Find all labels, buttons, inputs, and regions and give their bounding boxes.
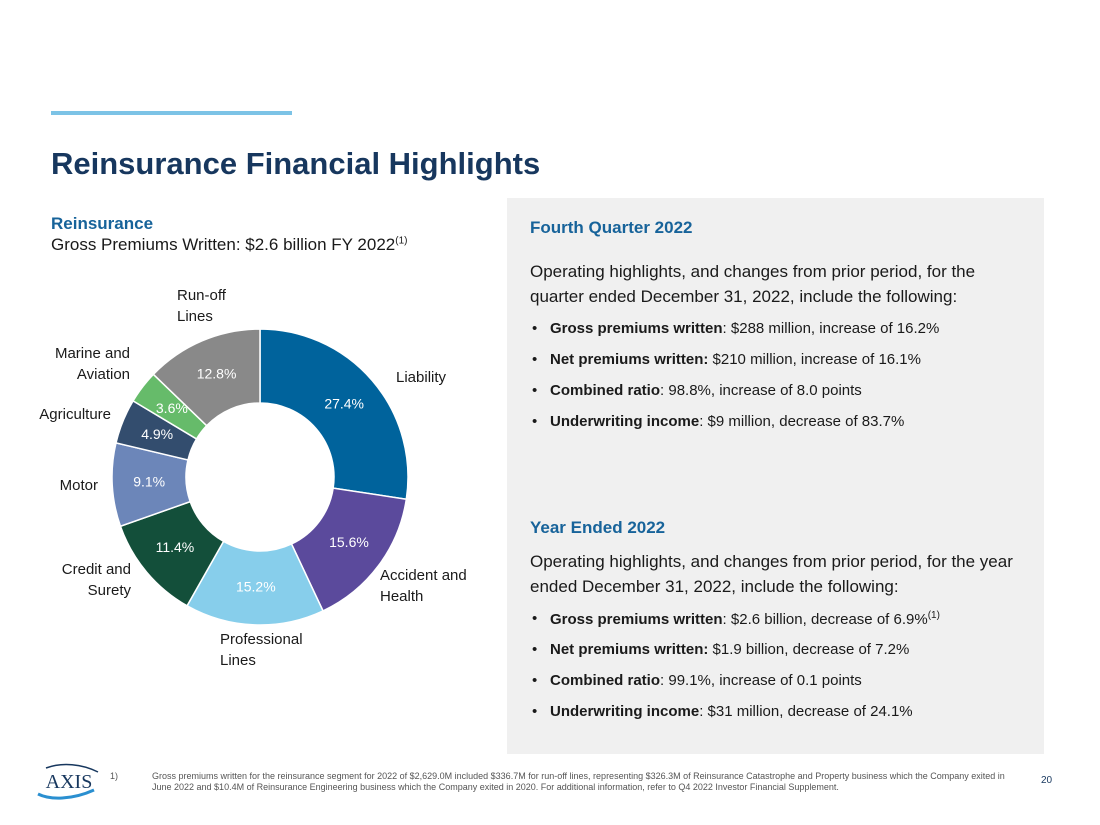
slice-label-motor: 9.1% [133,474,165,490]
year-intro: Operating highlights, and changes from p… [530,552,1013,596]
category-label-professional-lines: Professional Lines [220,631,303,669]
category-label-motor: Motor [60,477,98,494]
slice-liability [259,328,409,501]
bullet-text: $210 million, increase of 16.1% [708,351,921,368]
bullet-text: $31 million, decrease of 24.1% [703,703,913,720]
slice-label-marine-and-aviation: 3.6% [156,400,188,416]
category-label-liability: Liability [396,369,447,386]
bullet-label: Combined ratio [550,672,661,689]
gpw-donut-chart: 27.4% 15.6% 15.2% 11.4% 9.1% 4.9% 3.6% 12.8% Li… [39,287,467,669]
q4-bullet-gpw: Gross premiums written: $288 million, in… [530,320,939,351]
slice-label-run-off-lines: 12.8% [197,366,237,382]
bullet-text: 98.8%, increase of 8.0 points [664,382,862,399]
chart-heading: Reinsurance [51,214,154,233]
year-section-title: Year Ended 2022 [530,518,666,537]
axis-logo: AXIS [37,763,99,800]
bullet-text: $2.6 billion, decrease of 6.9% [726,611,928,628]
year-bullet-underwriting-income: Underwriting income: $31 million, decrea… [530,703,940,734]
chart-subheading: Gross Premiums Written: $2.6 billion FY … [51,235,407,255]
footnote-ref: (1) [927,610,940,621]
category-label-agriculture: Agriculture [39,406,111,423]
chart-subheading-text: Gross Premiums Written: $2.6 billion FY … [51,235,396,254]
highlights-panel: Fourth Quarter 2022 Operating highlights… [507,198,1044,754]
year-bullet-gpw: Gross premiums written: $2.6 billion, de… [530,610,940,641]
logo-text: AXIS [46,771,93,793]
q4-bullet-list: Gross premiums written: $288 million, in… [530,320,939,444]
slice-run-off-lines [152,328,261,427]
footnote-text: Gross premiums written for the reinsuran… [152,771,1005,792]
bullet-label: Gross premiums written [550,611,723,628]
q4-bullet-npw: Net premiums written: $210 million, incr… [530,351,939,382]
q4-bullet-combined-ratio: Combined ratio: 98.8%, increase of 8.0 p… [530,382,939,413]
category-label-credit-and-surety: Credit and Surety [62,561,132,599]
page-number: 20 [1041,775,1053,786]
page-title: Reinsurance Financial Highlights [51,146,541,181]
q4-bullet-underwriting-income: Underwriting income: $9 million, decreas… [530,413,939,444]
q4-intro: Operating highlights, and changes from p… [530,262,976,306]
slice-label-accident-and-health: 15.6% [329,534,369,550]
bullet-label: Underwriting income [550,413,700,430]
year-bullet-npw: Net premiums written: $1.9 billion, decr… [530,641,940,672]
category-label-marine-and-aviation: Marine and Aviation [55,345,130,383]
title-accent-bar [51,111,292,115]
bullet-text: 99.1%, increase of 0.1 points [664,672,862,689]
bullet-label: Combined ratio [550,382,661,399]
slice-label-liability: 27.4% [324,395,364,411]
year-bullet-combined-ratio: Combined ratio: 99.1%, increase of 0.1 p… [530,672,940,703]
bullet-label: Net premiums written: [550,641,709,658]
bullet-label: Underwriting income [550,703,700,720]
category-label-accident-and-health: Accident and Health [380,567,467,605]
footnote-number: 1) [110,771,119,781]
bullet-text: $288 million, increase of 16.2% [726,320,940,337]
bullet-text: $1.9 billion, decrease of 7.2% [708,641,910,658]
bullet-label: Net premiums written: [550,351,709,368]
category-label-run-off-lines: Run-off Lines [177,287,227,325]
bullet-text: $9 million, decrease of 83.7% [703,413,905,430]
slice-label-professional-lines: 15.2% [236,579,276,595]
chart-subheading-footnote-ref: (1) [395,235,408,247]
q4-section-title: Fourth Quarter 2022 [530,218,693,237]
slice-label-credit-and-surety: 11.4% [156,539,195,555]
bullet-label: Gross premiums written [550,320,723,337]
slice-label-agriculture: 4.9% [141,426,173,442]
year-bullet-list: Gross premiums written: $2.6 billion, de… [530,610,940,734]
